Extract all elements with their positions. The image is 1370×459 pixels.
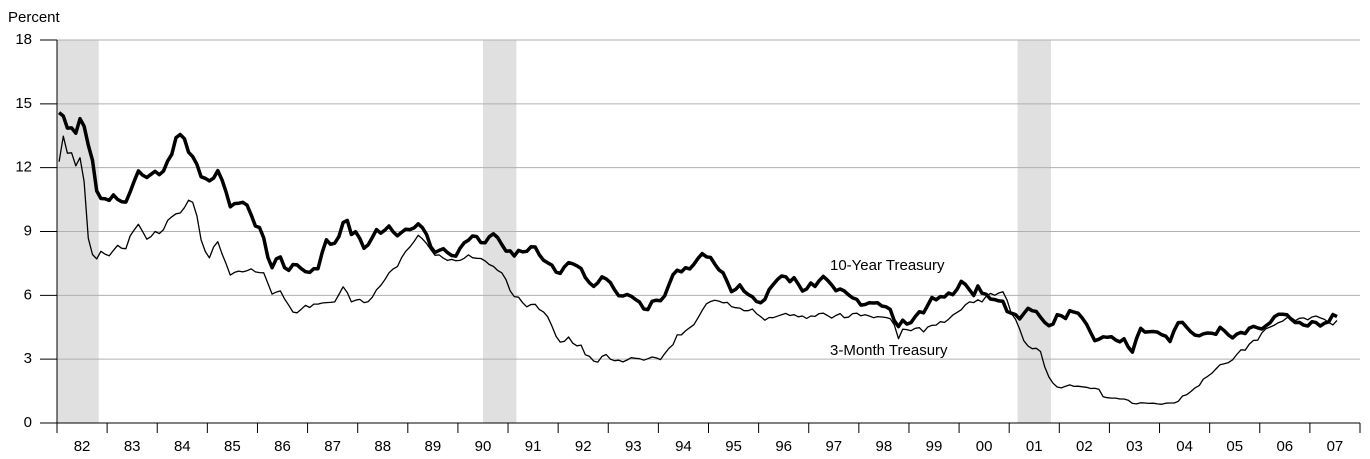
x-tick-label: 88 [374,438,391,455]
x-tick-label: 99 [926,438,943,455]
y-tick-label: 3 [24,350,32,367]
annotation: 10-Year Treasury [830,257,945,274]
x-tick-label: 07 [1327,438,1344,455]
x-tick-label: 00 [976,438,993,455]
x-tick-label: 89 [425,438,442,455]
x-tick-label: 94 [675,438,692,455]
y-tick-label: 15 [15,95,32,112]
y-tick-label: 9 [24,222,32,239]
y-tick-label: 18 [15,31,32,48]
x-tick-label: 85 [224,438,241,455]
x-tick-label: 87 [324,438,341,455]
x-tick-label: 84 [174,438,191,455]
y-tick-label: 12 [15,159,32,176]
x-tick-label: 91 [525,438,542,455]
y-tick-label: 6 [24,286,32,303]
y-tick-label: 0 [24,414,32,431]
x-tick-label: 96 [775,438,792,455]
series-line [57,111,1338,354]
series-line [58,135,1338,405]
x-tick-label: 04 [1176,438,1193,455]
x-tick-label: 95 [725,438,742,455]
x-tick-label: 82 [74,438,91,455]
x-tick-label: 05 [1226,438,1243,455]
x-tick-label: 92 [575,438,592,455]
x-tick-label: 90 [475,438,492,455]
annotation: 3-Month Treasury [830,342,948,359]
x-tick-label: 06 [1276,438,1293,455]
x-tick-label: 03 [1126,438,1143,455]
y-axis-label: Percent [8,9,61,26]
x-tick-label: 86 [274,438,291,455]
x-tick-label: 83 [124,438,141,455]
x-tick-label: 98 [876,438,893,455]
x-tick-label: 02 [1076,438,1093,455]
x-tick-label: 01 [1026,438,1043,455]
x-tick-label: 97 [825,438,842,455]
x-tick-label: 93 [625,438,642,455]
